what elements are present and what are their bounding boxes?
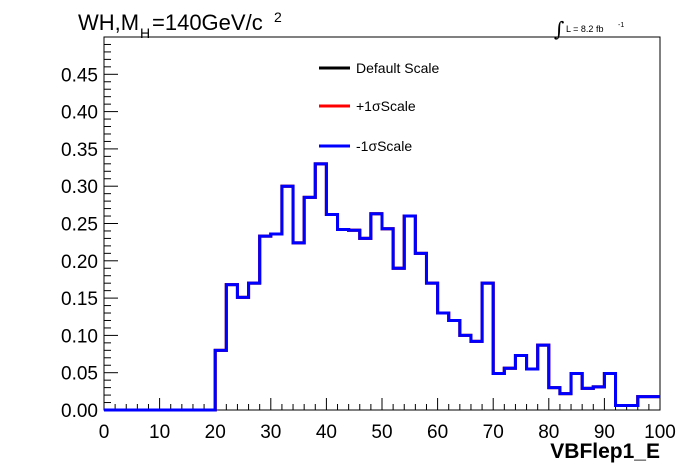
- x-tick-label: 20: [205, 422, 226, 443]
- legend: Default Scale +1σScale -1σScale: [319, 60, 439, 154]
- title-main: WH,M: [78, 10, 139, 35]
- title-subscript: H: [140, 25, 150, 41]
- legend-label-2: -1σScale: [356, 138, 412, 154]
- lumi-text: L = 8.2 fb: [566, 24, 603, 34]
- integral-symbol: ∫: [554, 17, 564, 41]
- y-tick-label: 0.40: [61, 103, 98, 124]
- x-tick-label: 40: [316, 422, 337, 443]
- x-tick-label: 0: [99, 422, 110, 443]
- x-tick-label: 90: [594, 422, 615, 443]
- x-tick-label: 10: [149, 422, 170, 443]
- lumi-superscript: -1: [618, 22, 624, 29]
- title-rest: =140GeV/c: [152, 10, 263, 35]
- y-tick-label: 0.35: [61, 140, 98, 161]
- x-tick-label: 50: [371, 422, 392, 443]
- luminosity-label: ∫ L = 8.2 fb -1: [554, 17, 624, 41]
- x-tick-label: 30: [260, 422, 281, 443]
- chart-title: WH,M H =140GeV/c 2: [78, 9, 282, 41]
- y-tick-label: 0.25: [61, 215, 98, 236]
- axes: 0 10 20 30 40 50 60 70 80 90 100 0.00 0.05 0.10 0.15 0.…: [61, 36, 676, 443]
- title-superscript: 2: [274, 9, 282, 25]
- x-tick-label: 70: [483, 422, 504, 443]
- legend-label-0: Default Scale: [356, 60, 439, 76]
- y-tick-label: 0.30: [61, 177, 98, 198]
- x-tick-label: 80: [538, 422, 559, 443]
- x-axis-title: VBFlep1_E: [550, 440, 660, 463]
- y-tick-label: 0.05: [61, 364, 98, 385]
- series-line-2: [104, 162, 660, 412]
- x-tick-label: 60: [427, 422, 448, 443]
- y-tick-label: 0.20: [61, 252, 98, 273]
- y-tick-label: 0.10: [61, 326, 98, 347]
- x-tick-label: 100: [644, 422, 676, 443]
- y-tick-label: 0.45: [61, 65, 98, 86]
- legend-label-1: +1σScale: [356, 98, 416, 114]
- series-layer: [104, 162, 660, 412]
- y-tick-label: 0.15: [61, 289, 98, 310]
- y-tick-label: 0.00: [61, 401, 98, 422]
